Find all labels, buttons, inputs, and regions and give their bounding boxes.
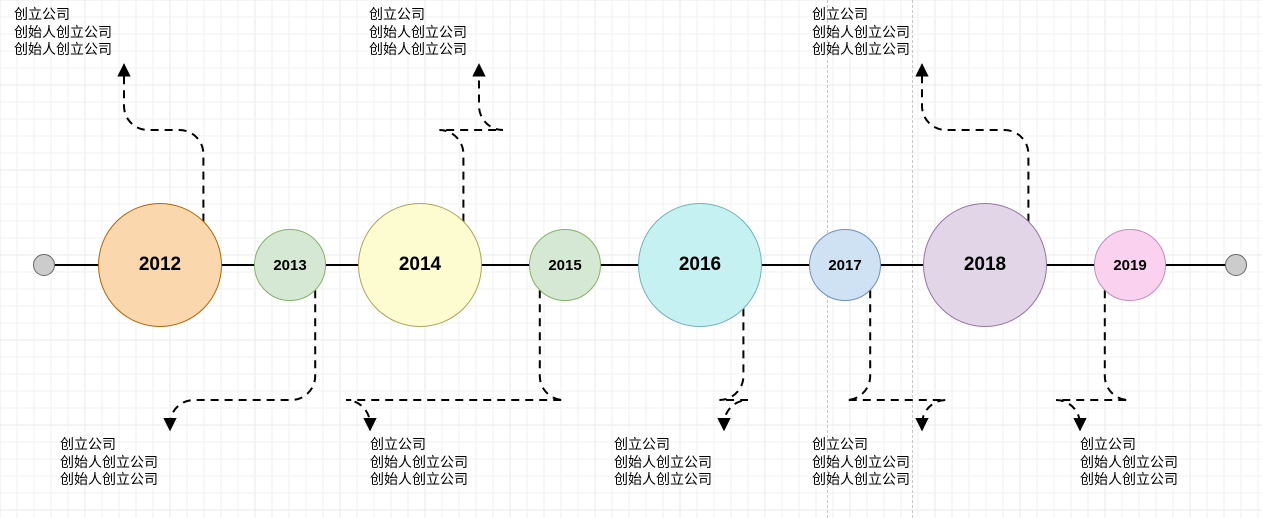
callout-arrow [1056,290,1129,430]
note-line: 创始人创立公司 [614,454,712,472]
year-bubble-2013[interactable]: 2013 [254,229,326,301]
note-line: 创始人创立公司 [1080,454,1178,472]
callout-arrow [439,65,503,222]
year-bubble-2012[interactable]: 2012 [98,203,222,327]
note-line: 创始人创立公司 [369,24,467,42]
callout-arrow [922,65,1028,222]
note-line: 创始人创立公司 [369,41,467,59]
note-line: 创始人创立公司 [14,41,112,59]
year-bubble-2015[interactable]: 2015 [529,229,601,301]
year-bubble-2014[interactable]: 2014 [358,203,482,327]
year-label: 2014 [399,254,441,276]
note-line: 创始人创立公司 [812,471,910,489]
note-bottom-2: 创立公司创始人创立公司创始人创立公司 [614,436,712,489]
callout-arrow [719,308,748,430]
year-label: 2016 [679,254,721,276]
note-line: 创始人创立公司 [812,24,910,42]
axis-endpoint-right [1225,254,1247,276]
note-top-2: 创立公司创始人创立公司创始人创立公司 [812,6,910,59]
axis-endpoint-left [33,254,55,276]
year-label: 2019 [1113,257,1146,274]
note-line: 创立公司 [370,436,468,454]
note-line: 创立公司 [812,6,910,24]
note-bottom-3: 创立公司创始人创立公司创始人创立公司 [812,436,910,489]
note-bottom-1: 创立公司创始人创立公司创始人创立公司 [370,436,468,489]
page-break-guide [912,0,913,518]
note-line: 创始人创立公司 [370,471,468,489]
note-line: 创立公司 [14,6,112,24]
note-top-1: 创立公司创始人创立公司创始人创立公司 [369,6,467,59]
note-line: 创始人创立公司 [60,471,158,489]
year-bubble-2017[interactable]: 2017 [809,229,881,301]
note-bottom-0: 创立公司创始人创立公司创始人创立公司 [60,436,158,489]
callout-arrow [846,290,946,430]
note-bottom-4: 创立公司创始人创立公司创始人创立公司 [1080,436,1178,489]
diagram-canvas: 20122013201420152016201720182019 创立公司创始人… [0,0,1262,518]
note-line: 创始人创立公司 [1080,471,1178,489]
year-bubble-2019[interactable]: 2019 [1094,229,1166,301]
note-line: 创始人创立公司 [812,454,910,472]
note-line: 创立公司 [1080,436,1178,454]
note-line: 创始人创立公司 [370,454,468,472]
note-line: 创立公司 [812,436,910,454]
note-line: 创立公司 [60,436,158,454]
year-label: 2015 [548,257,581,274]
year-label: 2013 [273,257,306,274]
callout-arrow [124,65,203,222]
note-line: 创立公司 [369,6,467,24]
note-line: 创始人创立公司 [614,471,712,489]
year-label: 2017 [828,257,861,274]
note-line: 创始人创立公司 [14,24,112,42]
note-line: 创始人创立公司 [812,41,910,59]
note-line: 创立公司 [614,436,712,454]
note-line: 创始人创立公司 [60,454,158,472]
year-label: 2018 [964,254,1006,276]
year-label: 2012 [139,254,181,276]
note-top-0: 创立公司创始人创立公司创始人创立公司 [14,6,112,59]
year-bubble-2018[interactable]: 2018 [923,203,1047,327]
year-bubble-2016[interactable]: 2016 [638,203,762,327]
